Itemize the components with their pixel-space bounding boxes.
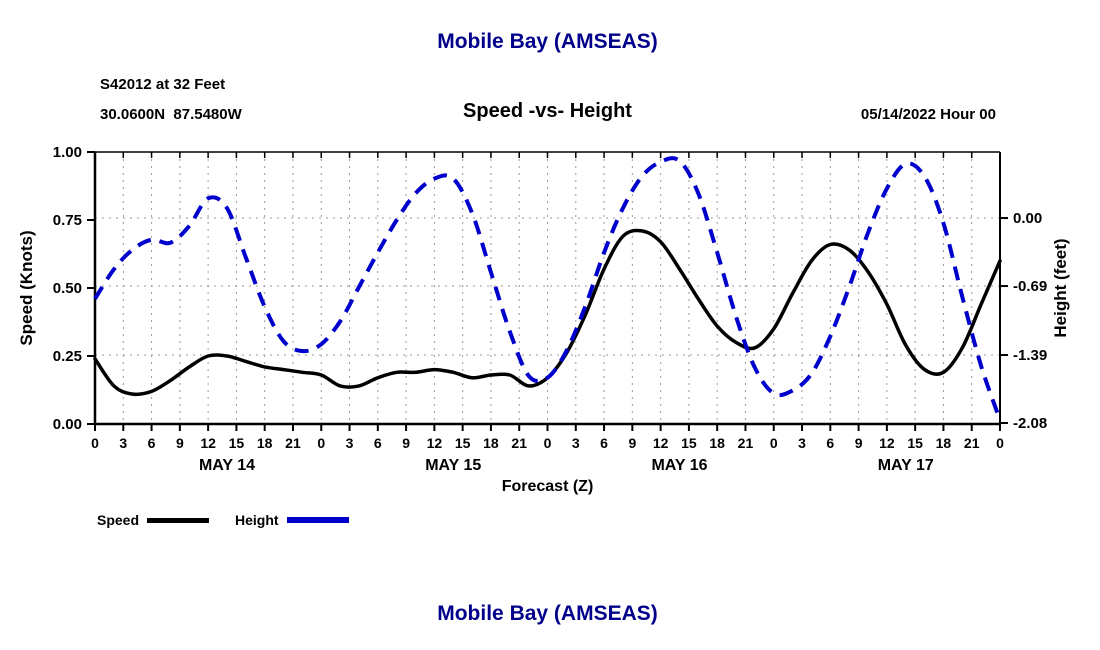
x-tick-label: 0 [544,435,552,451]
legend-speed-line [147,517,210,523]
x-axis-title: Forecast (Z) [501,478,594,495]
legend-height-label: Height [235,512,279,528]
x-tick-label: 0 [770,435,778,451]
left-tick-label: 1.00 [53,144,82,161]
x-tick-label: 6 [600,435,608,451]
x-tick-label: 9 [176,435,184,451]
station-id: S42012 at 32 Feet [100,76,226,93]
x-tick-label: 12 [427,435,443,451]
x-tick-label: 15 [907,435,923,451]
day-label: MAY 17 [878,457,934,474]
legend-height-line [286,517,349,523]
chart-title-top: Mobile Bay (AMSEAS) [437,30,658,53]
left-axis-title: Speed (Knots) [17,230,36,345]
right-axis-title: Height (feet) [1051,238,1070,337]
x-tick-label: 9 [628,435,636,451]
x-tick-label: 3 [346,435,354,451]
x-tick-label: 3 [572,435,580,451]
right-tick-label: -2.08 [1013,415,1047,432]
x-tick-label: 15 [455,435,471,451]
left-tick-label: 0.75 [53,212,82,229]
left-tick-label: 0.50 [53,280,82,297]
x-tick-label: 3 [798,435,806,451]
x-tick-label: 0 [317,435,325,451]
x-tick-label: 18 [257,435,273,451]
x-tick-label: 12 [200,435,216,451]
x-tick-label: 0 [91,435,99,451]
x-tick-label: 3 [119,435,127,451]
x-tick-label: 21 [511,435,527,451]
day-label: MAY 14 [199,457,255,474]
right-tick-label: 0.00 [1013,210,1042,227]
x-tick-label: 21 [285,435,301,451]
left-tick-label: 0.25 [53,348,82,365]
forecast-datetime: 05/14/2022 Hour 00 [860,106,996,123]
x-tick-label: 18 [709,435,725,451]
chart-subtitle: Speed -vs- Height [463,100,632,122]
x-tick-label: 15 [229,435,245,451]
x-tick-label: 12 [653,435,669,451]
day-label: MAY 15 [425,457,481,474]
x-tick-label: 6 [374,435,382,451]
x-tick-label: 9 [855,435,863,451]
x-tick-label: 9 [402,435,410,451]
x-tick-label: 18 [483,435,499,451]
x-tick-label: 6 [148,435,156,451]
legend: Speed Height [97,512,367,528]
series-height-line [93,156,1002,421]
station-coords: 30.0600N 87.5480W [100,106,242,123]
x-tick-label: 0 [996,435,1004,451]
x-tick-label: 21 [964,435,980,451]
right-tick-label: -1.39 [1013,347,1047,364]
x-tick-label: 12 [879,435,895,451]
x-tick-label: 21 [738,435,754,451]
chart-title-bottom: Mobile Bay (AMSEAS) [437,602,658,625]
right-tick-label: -0.69 [1013,278,1047,295]
x-tick-label: 18 [936,435,952,451]
legend-speed-label: Speed [97,512,140,528]
day-label: MAY 16 [651,457,707,474]
x-tick-label: 15 [681,435,697,451]
x-tick-label: 6 [826,435,834,451]
left-tick-label: 0.00 [53,416,82,433]
